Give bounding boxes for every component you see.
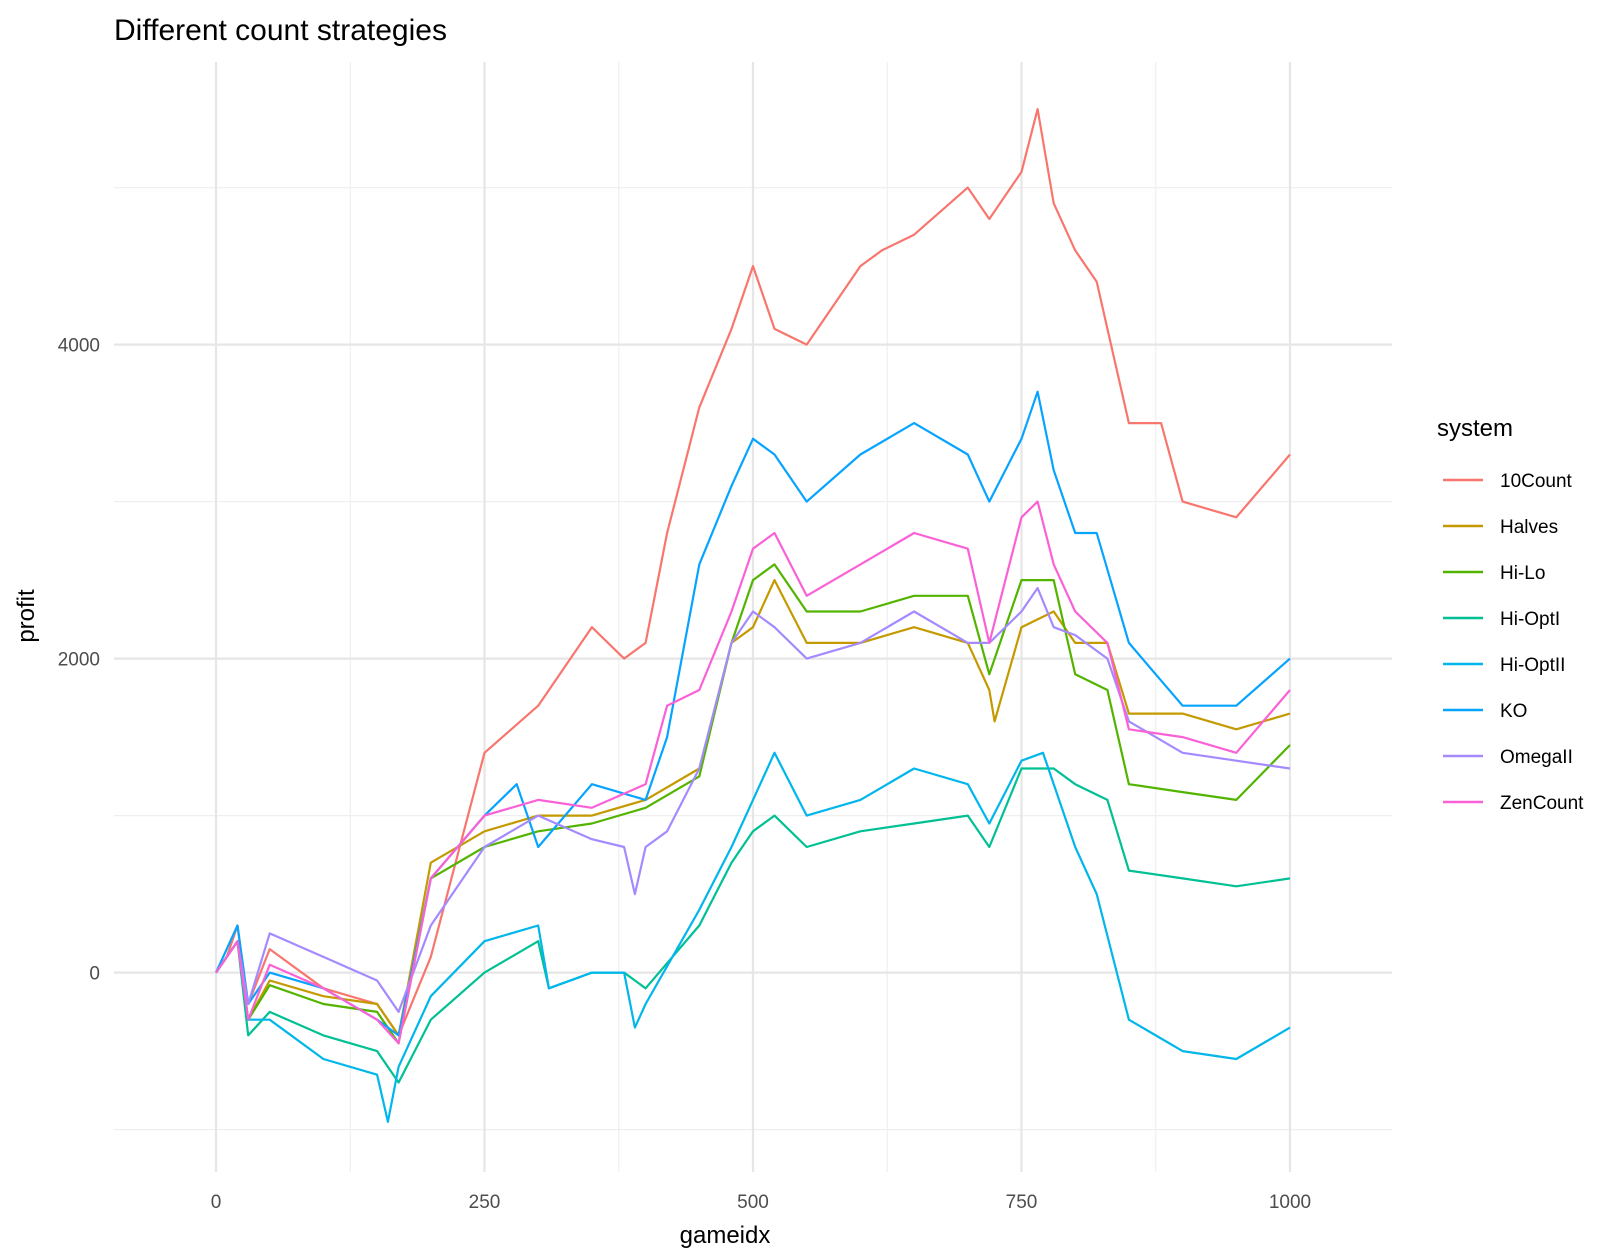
series-line-halves [215, 578, 1291, 1037]
series-line-omegaii [215, 586, 1291, 1014]
series-line-hi-opti [215, 767, 1291, 1084]
x-tick-label: 250 [469, 1192, 501, 1213]
chart-title: Different count strategies [114, 14, 447, 47]
legend-label-hi-opti: Hi-OptI [1500, 609, 1560, 630]
legend-label-halves: Halves [1500, 517, 1558, 538]
y-tick-label: 2000 [58, 650, 100, 671]
series-line-10count [215, 107, 1291, 1037]
y-axis-ticks: 0 2000 4000 [58, 336, 100, 985]
series-lines [214, 107, 1291, 1123]
y-axis-title: profit [13, 589, 40, 643]
x-tick-label: 1000 [1269, 1192, 1311, 1213]
series-line-hi-optii [215, 751, 1291, 1123]
legend-label-omegaii: OmegaII [1500, 747, 1573, 768]
legend-label-10count: 10Count [1500, 471, 1573, 492]
x-axis-ticks: 0 250 500 750 1000 [211, 1192, 1311, 1213]
x-axis-title: gameidx [680, 1222, 771, 1249]
legend-label-hi-optii: Hi-OptII [1500, 655, 1565, 676]
legend: system 10Count Halves Hi-Lo Hi-OptI Hi-OptII… [1437, 415, 1584, 814]
y-tick-label: 4000 [58, 336, 100, 357]
y-tick-label: 0 [89, 964, 100, 985]
x-tick-label: 0 [211, 1192, 222, 1213]
series-line-zencount [215, 500, 1291, 1045]
x-tick-label: 750 [1006, 1192, 1038, 1213]
legend-label-ko: KO [1500, 701, 1527, 722]
gridlines [114, 62, 1392, 1172]
x-tick-label: 500 [737, 1192, 769, 1213]
legend-label-zencount: ZenCount [1500, 793, 1584, 814]
legend-label-hi-lo: Hi-Lo [1500, 563, 1545, 584]
legend-title: system [1437, 415, 1513, 442]
